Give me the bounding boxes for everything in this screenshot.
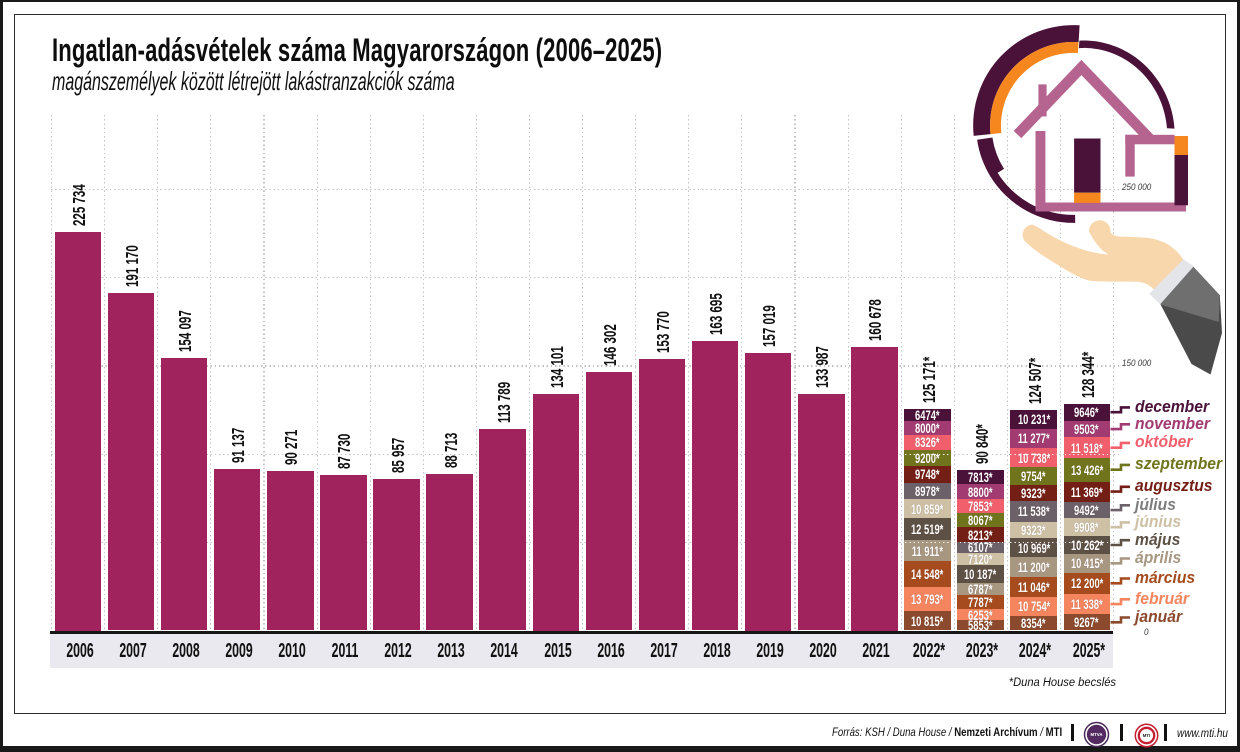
svg-text:MTI: MTI [1143, 733, 1151, 738]
svg-text:MTVA: MTVA [1090, 732, 1103, 737]
